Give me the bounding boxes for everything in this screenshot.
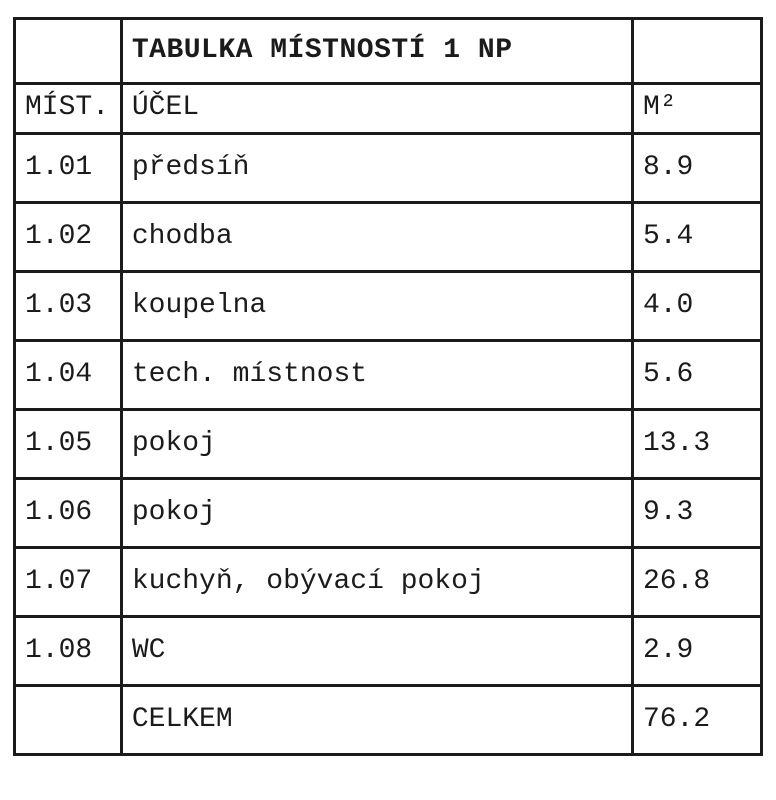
room-purpose-cell: kuchyň, obývací pokoj [119,546,634,618]
room-purpose-cell: WC [119,615,634,687]
room-purpose-cell: koupelna [119,270,634,342]
room-area-cell: 5.6 [630,339,764,411]
table-row: 1.06 pokoj 9.3 [13,477,764,549]
room-purpose-cell: chodba [119,201,634,273]
column-header-purpose: ÚČEL [119,82,634,135]
room-id-cell: 1.05 [13,408,123,480]
column-header-area: M² [630,82,764,135]
column-header-room-id: MÍST. [13,82,123,135]
room-area-cell: 26.8 [630,546,764,618]
table-row: 1.01 předsíň 8.9 [13,132,764,204]
table-row-total: CELKEM 76.2 [13,684,764,756]
total-empty-cell [13,684,123,756]
total-area-cell: 76.2 [630,684,764,756]
table-row: 1.03 koupelna 4.0 [13,270,764,342]
room-purpose-cell: tech. místnost [119,339,634,411]
room-area-cell: 5.4 [630,201,764,273]
table-row: 1.02 chodba 5.4 [13,201,764,273]
table-row-header: MÍST. ÚČEL M² [13,82,764,135]
room-id-cell: 1.03 [13,270,123,342]
room-purpose-cell: předsíň [119,132,634,204]
room-area-cell: 2.9 [630,615,764,687]
room-id-cell: 1.02 [13,201,123,273]
room-area-cell: 9.3 [630,477,764,549]
room-id-cell: 1.06 [13,477,123,549]
room-id-cell: 1.08 [13,615,123,687]
room-id-cell: 1.04 [13,339,123,411]
room-area-cell: 13.3 [630,408,764,480]
room-purpose-cell: pokoj [119,408,634,480]
room-area-cell: 8.9 [630,132,764,204]
table-title: TABULKA MÍSTNOSTÍ 1 NP [119,17,634,85]
table-row: 1.04 tech. místnost 5.6 [13,339,764,411]
total-label-cell: CELKEM [119,684,634,756]
room-purpose-cell: pokoj [119,477,634,549]
room-table: TABULKA MÍSTNOSTÍ 1 NP MÍST. ÚČEL M² 1.0… [13,17,764,756]
table-row-title: TABULKA MÍSTNOSTÍ 1 NP [13,17,764,85]
table-row: 1.07 kuchyň, obývací pokoj 26.8 [13,546,764,618]
table-row: 1.05 pokoj 13.3 [13,408,764,480]
room-id-cell: 1.01 [13,132,123,204]
title-empty-cell-right [630,17,764,85]
table-row: 1.08 WC 2.9 [13,615,764,687]
title-empty-cell-left [13,17,123,85]
room-id-cell: 1.07 [13,546,123,618]
room-area-cell: 4.0 [630,270,764,342]
